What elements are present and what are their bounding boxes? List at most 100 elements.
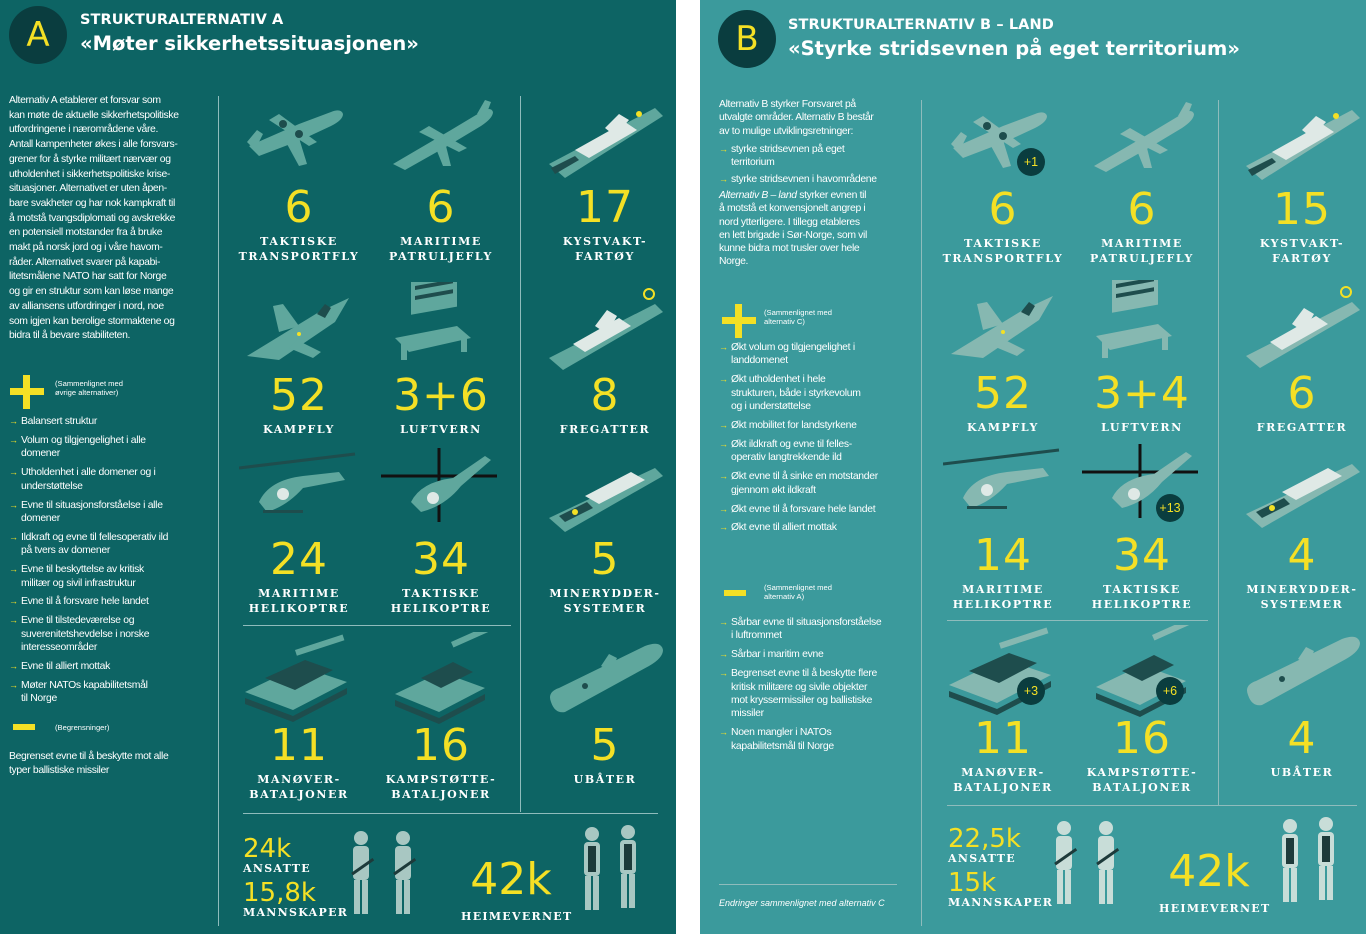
footnote: Endringer sammenlignet med alternativ C	[719, 898, 885, 908]
unit-label: TAKTISKE TRANSPORTFLY	[229, 234, 369, 264]
unit-count: 16	[1113, 713, 1171, 764]
unit-label-line: KAMPSTØTTE-	[385, 773, 497, 786]
divider	[243, 625, 511, 626]
item-line: og i understøttelse	[731, 401, 811, 413]
unit-cell-tank: 11 MANØVER- BATALJONER +3	[933, 625, 1073, 795]
intro-line: kan møte de aktuelle sikkerhetspolitiske	[9, 109, 179, 121]
plus-note: (Sammenlignet med øvrige alternativer)	[55, 379, 123, 397]
unit-label: LUFTVERN	[371, 422, 511, 437]
unit-label-line: HELIKOPTRE	[952, 598, 1054, 611]
transport-plane-icon	[247, 110, 343, 166]
patrol-plane-icon	[1094, 102, 1194, 172]
unit-label: MARITIME HELIKOPTRE	[933, 582, 1073, 612]
unit-cell-submarine: 4 UBÅTER	[1232, 625, 1366, 780]
unit-label-line: UBÅTER	[1270, 766, 1334, 779]
intro-line: en lett brigade i Sør-Norge, som vil	[719, 229, 867, 241]
unit-label-line: MINERYDDER-	[549, 587, 661, 600]
item-line: Begrenset evne til å beskytte flere	[731, 668, 878, 680]
unit-cell-coast-guard-ship: 15 KYSTVAKT- FARTØY	[1232, 96, 1366, 266]
unit-label: UBÅTER	[535, 772, 675, 787]
unit-cell-mine-clearance-ship: 5 MINERYDDER- SYSTEMER	[535, 446, 675, 616]
letter-badge: B	[718, 10, 776, 68]
intro-line: Norge.	[719, 256, 749, 268]
unit-label-line: LUFTVERN	[1101, 421, 1183, 434]
panel-title: STRUKTURALTERNATIV B – LAND «Styrke stri…	[788, 17, 1240, 60]
item-line: i luftrommet	[731, 630, 782, 642]
item-line: kapabilitetsmål til Norge	[731, 740, 834, 752]
item-line: styrke stridsevnen på eget	[731, 144, 845, 155]
unit-label: MANØVER- BATALJONER	[229, 772, 369, 802]
employees-value: 24k	[243, 834, 292, 864]
unit-label-line: UBÅTER	[573, 773, 637, 786]
panel-kicker: STRUKTURALTERNATIV B – LAND	[788, 17, 1054, 33]
intro-fragment: styrker evnen til	[796, 190, 867, 201]
intro-line: råder. Alternativet svarer på kapabi-	[9, 256, 161, 268]
unit-count: 6	[1127, 184, 1157, 235]
home-guard-soldiers-icon	[584, 825, 636, 910]
unit-label-line: HELIKOPTRE	[1091, 598, 1193, 611]
intro-line: av to mulige utviklingsretninger:	[719, 125, 853, 137]
plus-icon	[722, 304, 756, 338]
item-line: strukturen, både i styrkevolum	[731, 387, 861, 399]
unit-count: 14	[974, 530, 1032, 581]
item-line: militær og sivil infrastruktur	[21, 577, 136, 589]
conscripts-stat: 15k MANNSKAPER	[948, 870, 1053, 909]
unit-cell-maritime-helicopter: 14 MARITIME HELIKOPTRE	[933, 442, 1073, 612]
intro-line: Antall kampenheter økes i alle forsvars-	[9, 139, 178, 151]
home-guard-value: 42k	[1168, 846, 1250, 897]
intro-line: bidra til å bevare stabiliteten.	[9, 330, 131, 342]
unit-label: TAKTISKE HELIKOPTRE	[1072, 582, 1212, 612]
unit-label: FREGATTER	[535, 422, 675, 437]
intro-line: av alliansens utfordringer i nord, noe	[9, 300, 164, 312]
unit-cell-air-defense: 3+6 LUFTVERN	[371, 282, 511, 437]
maritime-helicopter-icon	[943, 448, 1060, 509]
home-guard-soldiers-icon	[1282, 817, 1334, 902]
intro-text: Alternativ B styrker Forsvaret på utvalg…	[719, 98, 909, 138]
conscripts-stat: 15,8k MANNSKAPER	[243, 880, 348, 919]
intro-line: nord ytterligere. I tillegg etableres	[719, 216, 860, 228]
intro-text-2: Alternativ B – land styrker evnen til å …	[719, 189, 909, 269]
unit-count: 4	[1287, 713, 1317, 764]
conscripts-value: 15k	[948, 868, 997, 898]
limitation-text: Begrenset evne til å beskytte mot alle t…	[9, 750, 209, 777]
item-line: Møter NATOs kapabilitetsmål	[21, 680, 148, 691]
conscripts-label: MANNSKAPER	[243, 906, 349, 919]
home-guard-label: HEIMEVERNET	[461, 910, 573, 923]
unit-label: FREGATTER	[1232, 420, 1366, 435]
list-item: Økt evne til å sinke en motstandergjenno…	[719, 470, 914, 497]
unit-cell-transport-plane: 6 TAKTISKE TRANSPORTFLY +1	[933, 96, 1073, 266]
unit-label-line: TAKTISKE	[402, 587, 480, 600]
item-line: Evne til situasjonsforståelse i alle	[21, 499, 163, 511]
intro-text: Alternativ A etablerer et forsvar som ka…	[9, 94, 199, 344]
item-line: til Norge	[21, 693, 57, 705]
item-line: Sårbar i maritim evne	[731, 649, 824, 661]
item-line: Økt evne til alliert mottak	[731, 522, 837, 534]
unit-label-line: MARITIME	[258, 587, 340, 600]
item-line: Evne til beskyttelse av kritisk	[21, 564, 144, 576]
tactical-helicopter-icon	[381, 448, 497, 522]
unit-label-line: TAKTISKE	[964, 237, 1042, 250]
unit-label-line: SYSTEMER	[1260, 598, 1344, 611]
item-line: Økt evne til å forsvare hele landet	[731, 503, 876, 515]
list-item: Møter NATOs kapabilitetsmål til Norge	[9, 679, 204, 706]
item-line: styrke stridsevnen i havområdene	[731, 173, 877, 185]
strengths-list: Økt volum og tilgjengelighet i landdomene…	[719, 341, 914, 540]
intro-line: en potensiell motstander fra å bruke	[9, 227, 163, 239]
unit-label-line: PATRULJEFLY	[389, 250, 493, 263]
list-item: Økt ildkraft og evne til felles-operativ…	[719, 438, 914, 465]
divider	[719, 884, 897, 885]
item-line: Ildkraft og evne til fellesoperativ ild	[21, 531, 169, 543]
air-defense-icon	[395, 282, 471, 360]
home-guard-label: HEIMEVERNET	[1159, 902, 1271, 915]
employees-label: ANSATTE	[243, 862, 311, 875]
change-badge: +6	[1156, 677, 1184, 705]
item-line: Evne til å forsvare hele landet	[21, 596, 149, 608]
unit-cell-coast-guard-ship: 17 KYSTVAKT- FARTØY	[535, 94, 675, 264]
list-item: styrke stridsevnen i havområdene	[719, 173, 914, 187]
intro-line: utvalgte områder. Alternativ B består	[719, 112, 874, 124]
note-line: (Sammenlignet med	[55, 379, 123, 388]
unit-label: UBÅTER	[1232, 765, 1366, 780]
intro-line: og gir en struktur som kan løse mange	[9, 286, 174, 298]
unit-cell-submarine: 5 UBÅTER	[535, 632, 675, 787]
